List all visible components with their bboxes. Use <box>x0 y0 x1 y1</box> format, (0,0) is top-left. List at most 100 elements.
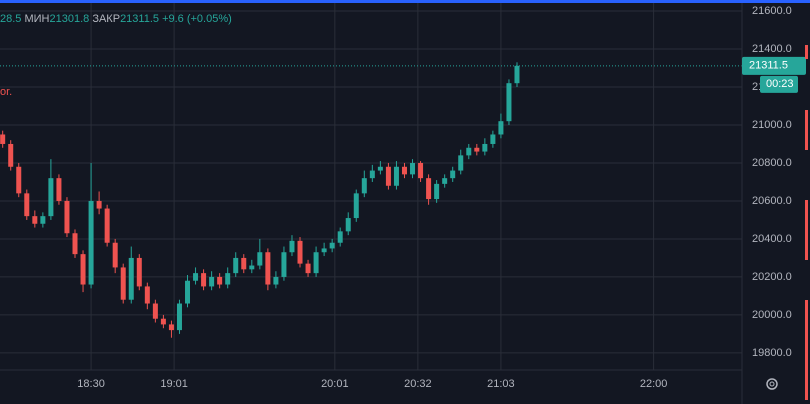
x-tick-label: 20:01 <box>321 378 349 390</box>
countdown-badge <box>760 75 798 93</box>
y-tick-label: 20000.0 <box>752 309 792 321</box>
y-tick-label: 21400.0 <box>752 43 792 55</box>
candle-body <box>201 273 207 287</box>
candle-body <box>305 263 311 274</box>
candle-body <box>474 147 480 152</box>
candle-body <box>313 252 319 274</box>
plot <box>0 62 742 338</box>
candle-body <box>72 233 78 255</box>
edge-markers <box>805 45 808 400</box>
x-tick-label: 19:01 <box>160 378 188 390</box>
edge-marker <box>805 110 808 150</box>
close-label: ЗАКР <box>92 13 121 25</box>
candle-body <box>217 276 223 285</box>
y-tick-label: 20600.0 <box>752 195 792 207</box>
gear-hub <box>769 381 775 387</box>
edge-marker <box>805 45 808 59</box>
badges: 21311.5 00:23 <box>742 56 806 93</box>
candle-body <box>345 218 351 232</box>
candle-body <box>96 200 102 209</box>
candle-body <box>16 166 22 194</box>
candle-body <box>418 162 424 179</box>
candle-body <box>209 276 215 287</box>
candle-body <box>353 193 359 219</box>
low-value: 21301.8 <box>49 13 90 25</box>
candle-body <box>80 254 86 285</box>
x-tick-label: 18:30 <box>77 378 105 390</box>
x-tick-label: 22:00 <box>640 378 668 390</box>
y-tick-label: 20400.0 <box>752 233 792 245</box>
candle-body <box>104 208 110 243</box>
countdown-label: 00:23 <box>766 78 794 90</box>
focus-frame <box>0 0 810 3</box>
candle-body <box>273 276 279 285</box>
candle-body <box>152 303 158 319</box>
ohlc-legend: 28.5 МИН21301.8 ЗАКР21311.5 +9.6 (+0.05%… <box>0 13 232 25</box>
candle-body <box>120 267 126 300</box>
candle-body <box>0 134 6 144</box>
open-value: 28.5 <box>0 13 22 25</box>
candle-body <box>361 178 367 194</box>
candle-body <box>385 166 391 186</box>
candle-body <box>136 257 142 287</box>
candle-body <box>233 257 239 274</box>
candle-body <box>88 200 94 285</box>
candle-body <box>450 170 456 179</box>
candle-body <box>193 273 199 281</box>
x-tick-label: 20:32 <box>404 378 432 390</box>
candle-body <box>185 280 191 304</box>
candle-body <box>458 155 464 171</box>
candle-body <box>168 324 174 331</box>
change-value: +9.6 (+0.05%) <box>162 13 232 25</box>
candle-body <box>337 231 343 243</box>
candle-body <box>112 242 118 268</box>
candle-body <box>56 178 62 201</box>
candle-body <box>514 65 520 84</box>
candle-body <box>281 252 287 277</box>
low-label: МИН <box>24 13 50 25</box>
candle-body <box>257 252 263 266</box>
edge-marker <box>805 200 808 260</box>
gear-ring <box>766 378 778 390</box>
candle-body <box>241 257 247 270</box>
settings-icon[interactable] <box>766 378 778 390</box>
candle-body <box>434 183 440 200</box>
candle-body <box>482 143 488 152</box>
last-price-badge <box>742 56 806 75</box>
candle-body <box>506 83 512 122</box>
candle-body <box>490 134 496 144</box>
candle-body <box>377 166 383 171</box>
candle-body <box>24 193 30 217</box>
candle-body <box>265 252 271 285</box>
candle-body <box>401 166 407 175</box>
close-value: 21311.5 <box>120 13 160 25</box>
candle-body <box>225 273 231 285</box>
candle-body <box>64 200 70 234</box>
y-tick-label: 19800.0 <box>752 347 792 359</box>
candle-body <box>40 216 46 224</box>
candle-body <box>297 240 303 264</box>
candle-body <box>144 286 150 304</box>
candle-body <box>8 143 14 167</box>
candle-body <box>393 166 399 186</box>
candle-body <box>498 121 504 135</box>
candle-body <box>249 265 255 270</box>
candle-body <box>176 303 182 331</box>
candle-body <box>321 248 327 253</box>
y-tick-label: 21600.0 <box>752 5 792 17</box>
indicator-label: or. <box>0 86 13 98</box>
candle-body <box>410 162 416 175</box>
edge-marker <box>805 300 808 400</box>
candle-body <box>160 318 166 325</box>
y-tick-label: 21000.0 <box>752 119 792 131</box>
candle-body <box>466 147 472 156</box>
x-tick-label: 21:03 <box>487 378 515 390</box>
last-price-label: 21311.5 <box>749 60 788 72</box>
candle-body <box>48 178 54 217</box>
candle-body <box>329 242 335 249</box>
candle-body <box>289 240 295 253</box>
candle-body <box>32 216 38 224</box>
y-tick-label: 20800.0 <box>752 157 792 169</box>
